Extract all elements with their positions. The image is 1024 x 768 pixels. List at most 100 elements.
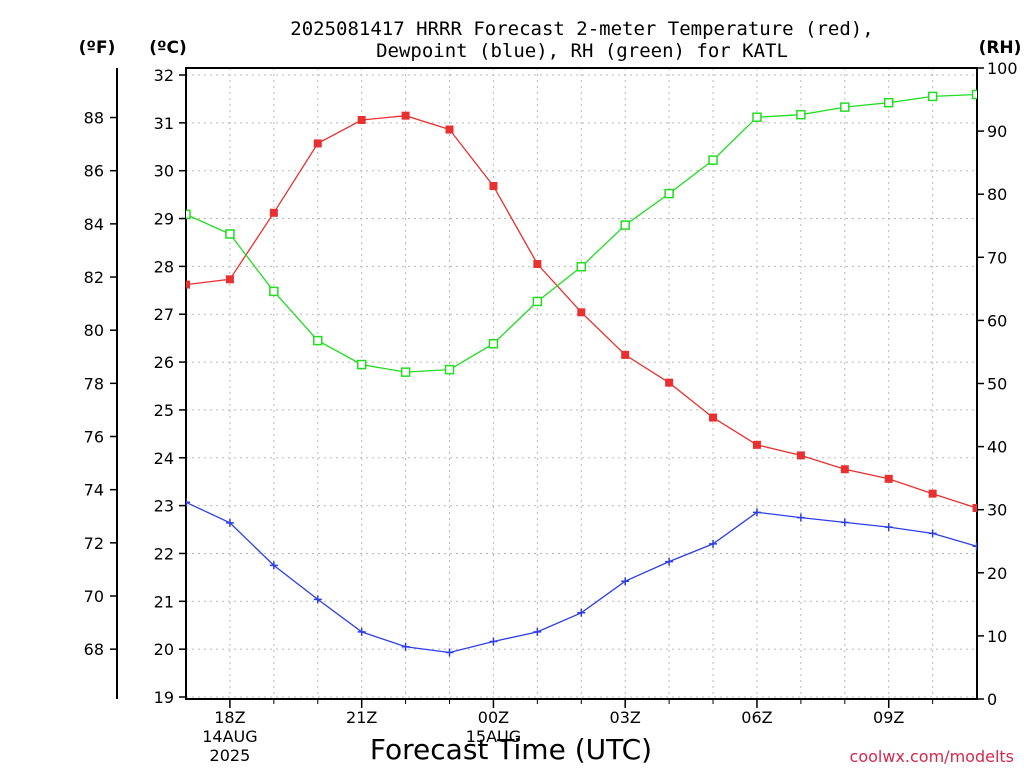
point-temperature <box>752 440 761 449</box>
point-temperature <box>533 259 542 268</box>
data-series <box>186 89 977 657</box>
rh-tick-label: 50 <box>987 375 1007 394</box>
point-temperature <box>665 378 674 387</box>
x-tick-label: 00Z <box>478 708 509 727</box>
point-rh <box>576 262 587 272</box>
point-rh <box>186 209 191 220</box>
x-axis-label: Forecast Time (UTC) <box>370 733 652 766</box>
rh-tick-label: 40 <box>987 438 1007 457</box>
point-dewpoint <box>313 595 322 604</box>
x-tick-label: 06Z <box>741 708 772 727</box>
series-line-rh <box>186 93 977 373</box>
celsius-tick-label: 24 <box>154 449 174 468</box>
point-dewpoint <box>665 557 674 566</box>
point-temperature <box>186 280 190 289</box>
rh-tick-label: 70 <box>987 248 1007 267</box>
point-rh <box>971 89 977 100</box>
x-tick-label: 03Z <box>610 708 641 727</box>
point-dewpoint <box>796 513 805 522</box>
fahrenheit-tick-label: 80 <box>84 321 104 340</box>
point-dewpoint <box>884 523 893 532</box>
rh-tick-label: 100 <box>987 59 1018 78</box>
fahrenheit-tick-label: 68 <box>84 640 104 659</box>
celsius-tick-label: 31 <box>154 114 174 133</box>
point-temperature <box>621 350 630 359</box>
celsius-unit-label: (ºC) <box>149 38 187 58</box>
celsius-tick-label: 28 <box>154 257 174 276</box>
point-temperature <box>225 275 234 284</box>
point-rh <box>225 229 235 239</box>
series-temperature <box>186 111 977 513</box>
fahrenheit-tick-label: 70 <box>84 587 104 606</box>
fahrenheit-tick-label: 72 <box>84 534 104 553</box>
celsius-tick-label: 27 <box>154 305 174 324</box>
x-tick-date-label: 15AUG <box>466 727 521 746</box>
celsius-tick-label: 32 <box>154 66 174 85</box>
series-dewpoint <box>186 498 977 657</box>
rh-tick-label: 0 <box>987 690 997 709</box>
chart-title-line-1: 2025081417 HRRR Forecast 2-meter Tempera… <box>290 18 873 40</box>
rh-tick-label: 20 <box>987 564 1007 583</box>
point-rh <box>927 91 938 102</box>
point-dewpoint <box>972 542 977 551</box>
celsius-tick-label: 23 <box>154 497 174 516</box>
fahrenheit-tick-label: 88 <box>84 109 104 128</box>
point-dewpoint <box>489 637 498 646</box>
grid-lines <box>186 68 977 699</box>
celsius-tick-label: 25 <box>154 401 174 420</box>
point-dewpoint <box>357 627 366 636</box>
rh-tick-label: 30 <box>987 501 1007 520</box>
fahrenheit-tick-label: 82 <box>84 268 104 287</box>
point-dewpoint <box>269 561 278 570</box>
fahrenheit-tick-label: 76 <box>84 428 104 447</box>
point-rh <box>883 97 894 108</box>
fahrenheit-tick-label: 78 <box>84 374 104 393</box>
rh-unit-label: (RH) <box>979 38 1022 58</box>
point-rh <box>313 335 323 346</box>
celsius-tick-label: 20 <box>154 640 174 659</box>
point-temperature <box>796 451 805 460</box>
celsius-tick-label: 26 <box>154 353 174 372</box>
point-dewpoint <box>621 577 630 586</box>
point-temperature <box>401 111 410 120</box>
axes: 19 20 21 22 23 24 25 26 27 28 29 30 31 32 68 70 72 74 76 78… <box>84 59 1018 765</box>
rh-tick-label: 90 <box>987 122 1007 141</box>
point-rh <box>752 112 762 122</box>
point-temperature <box>489 182 498 191</box>
point-rh <box>796 109 806 120</box>
point-dewpoint <box>186 498 190 507</box>
celsius-tick-label: 29 <box>154 210 174 229</box>
point-temperature <box>840 465 849 474</box>
point-rh <box>488 338 499 349</box>
fahrenheit-tick-label: 74 <box>84 481 104 500</box>
chart-title-line-2: Dewpoint (blue), RH (green) for KATL <box>376 40 788 62</box>
point-rh <box>708 155 718 165</box>
series-rh <box>186 89 977 377</box>
celsius-tick-label: 22 <box>154 544 174 563</box>
point-temperature <box>269 208 278 217</box>
point-rh <box>620 220 630 230</box>
point-dewpoint <box>709 539 718 548</box>
point-rh <box>840 102 850 112</box>
celsius-tick-label: 19 <box>154 688 174 707</box>
point-rh <box>532 296 543 307</box>
point-temperature <box>709 413 718 422</box>
point-dewpoint <box>225 518 234 527</box>
rh-tick-label: 80 <box>987 185 1007 204</box>
x-tick-year-label: 2025 <box>210 746 251 765</box>
point-rh <box>664 188 674 199</box>
point-dewpoint <box>577 608 586 617</box>
point-temperature <box>357 115 366 124</box>
point-dewpoint <box>533 627 542 636</box>
point-temperature <box>972 504 977 513</box>
point-temperature <box>445 125 454 134</box>
point-temperature <box>313 139 322 148</box>
x-tick-label: 21Z <box>346 708 377 727</box>
point-dewpoint <box>445 648 454 657</box>
plot-frame <box>185 67 978 700</box>
point-rh <box>400 367 411 377</box>
celsius-tick-label: 30 <box>154 162 174 181</box>
point-temperature <box>928 489 937 498</box>
fahrenheit-tick-label: 84 <box>84 215 104 234</box>
